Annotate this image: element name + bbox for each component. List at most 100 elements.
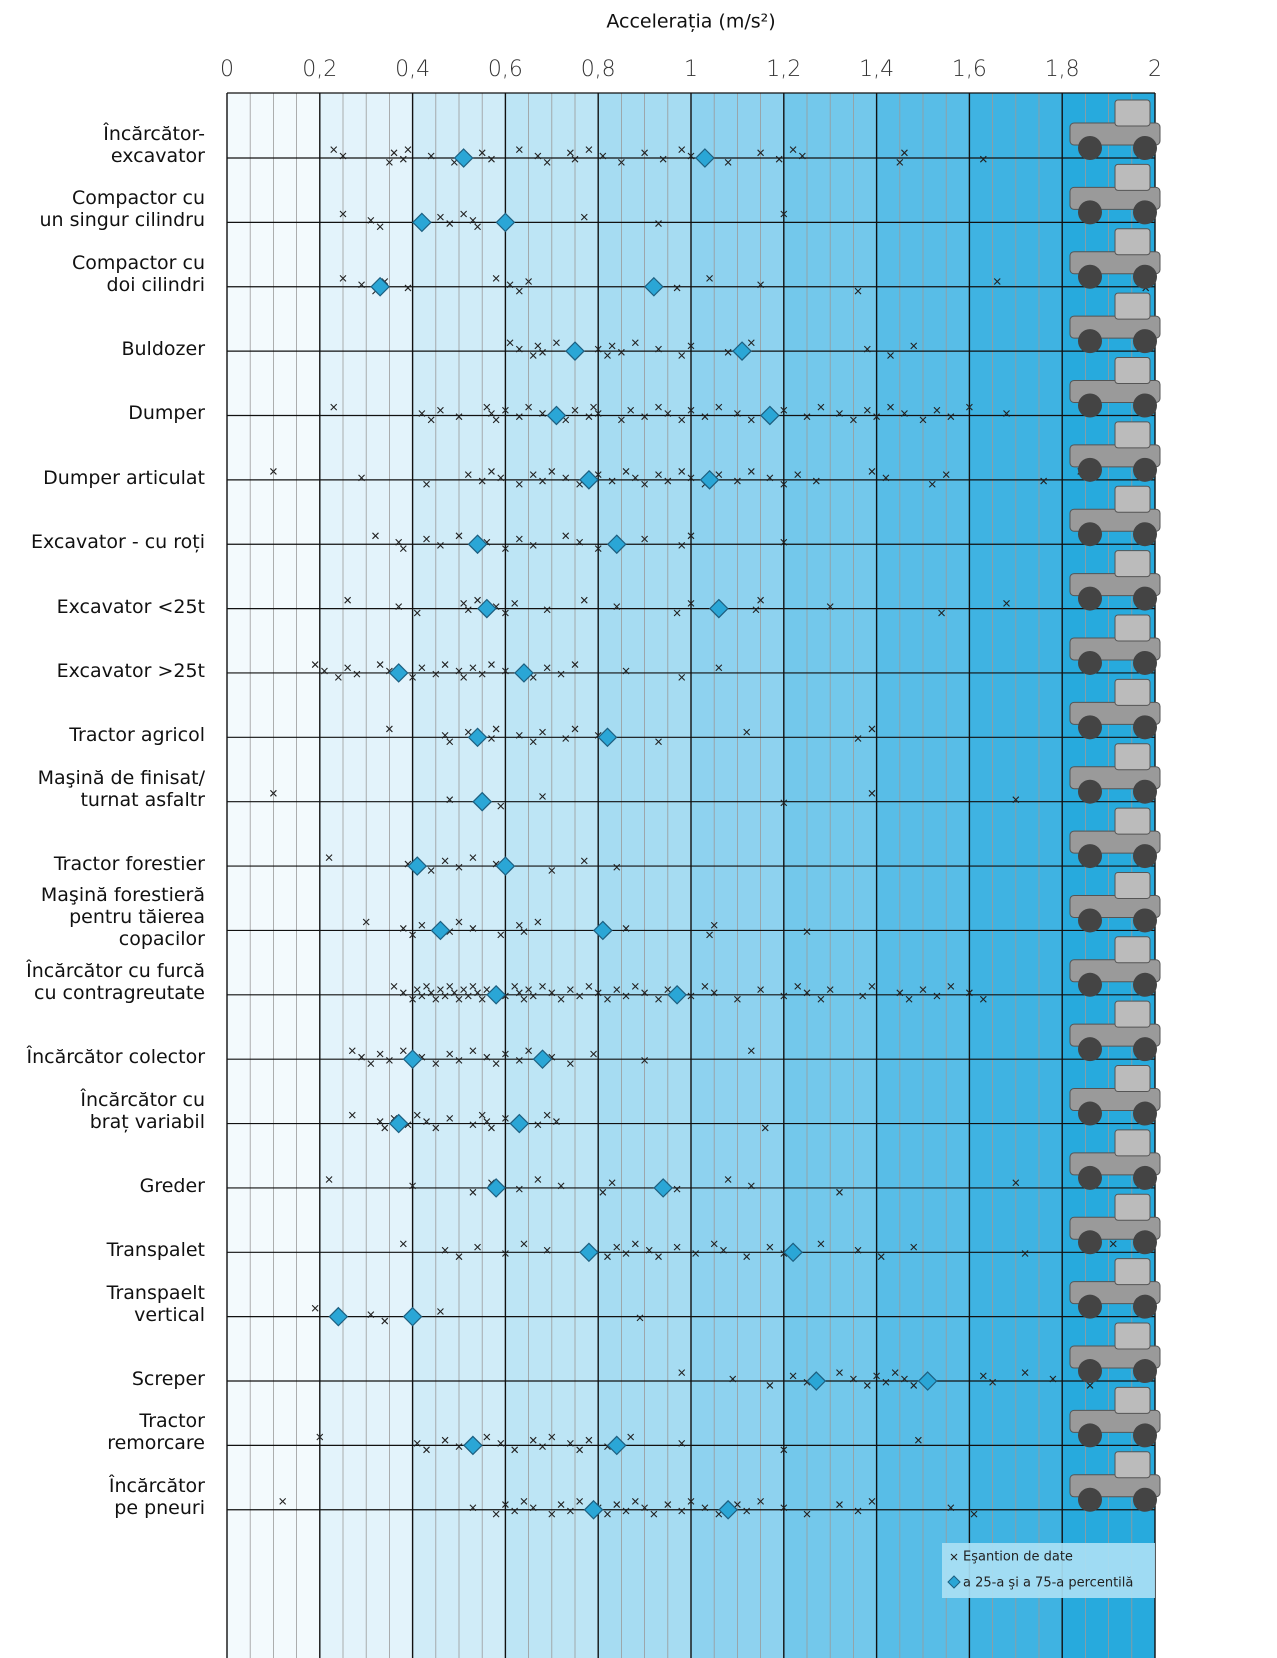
sample-marker	[553, 339, 560, 347]
sample-marker	[502, 1250, 509, 1257]
sample-marker	[947, 413, 955, 421]
sample-marker	[933, 406, 941, 414]
sample-marker	[423, 480, 430, 488]
sample-marker	[557, 670, 565, 678]
icon-wheel	[1078, 715, 1102, 740]
sample-marker	[826, 986, 834, 993]
legend-symbol	[950, 1553, 958, 1561]
sample-marker	[780, 1446, 788, 1454]
sample-marker	[478, 477, 486, 485]
sample-marker	[432, 1124, 440, 1132]
sample-marker	[525, 1047, 532, 1055]
sample-marker	[409, 995, 416, 1003]
icon-wheel	[1078, 586, 1102, 611]
sample-marker	[966, 989, 973, 997]
sample-marker	[376, 661, 384, 668]
sample-marker	[455, 667, 463, 675]
sample-marker	[882, 474, 890, 482]
sample-marker	[515, 1056, 523, 1064]
sample-marker	[534, 1121, 542, 1129]
sample-marker	[381, 1317, 389, 1325]
sample-marker	[1021, 1369, 1029, 1377]
sample-marker	[631, 1497, 639, 1505]
percentile-marker	[388, 663, 409, 683]
sample-marker	[488, 155, 495, 163]
icon-cab	[1114, 936, 1151, 964]
sample-marker	[506, 339, 514, 347]
sample-marker	[729, 1375, 737, 1383]
sample-marker	[701, 413, 709, 421]
sample-marker	[989, 1378, 996, 1386]
sample-marker	[399, 155, 407, 163]
category-label: Încărcător pe pneuri	[108, 1474, 205, 1519]
sample-marker	[464, 606, 472, 614]
sample-marker	[678, 1440, 686, 1447]
sample-marker	[645, 1246, 653, 1254]
sample-marker	[966, 403, 973, 411]
legend-box	[942, 1543, 1155, 1598]
sample-marker	[534, 918, 542, 926]
sample-marker	[566, 149, 574, 157]
sample-marker	[525, 278, 532, 285]
percentile-marker	[760, 405, 780, 426]
percentile-marker	[592, 920, 613, 941]
sample-marker	[483, 1433, 491, 1441]
sample-marker	[576, 992, 584, 1000]
sample-marker	[432, 670, 440, 678]
sample-marker	[423, 535, 430, 543]
sample-marker	[488, 735, 495, 742]
sample-marker	[622, 667, 630, 675]
icon-cab	[1114, 678, 1151, 706]
sample-marker	[460, 210, 468, 218]
sample-marker	[515, 989, 523, 997]
sample-marker	[919, 986, 927, 993]
sample-marker	[590, 403, 597, 411]
sample-marker	[367, 1311, 375, 1319]
sample-marker	[594, 471, 602, 479]
sample-marker	[641, 989, 648, 997]
sample-marker	[441, 857, 449, 865]
icon-wheel	[1133, 136, 1157, 160]
sample-marker	[353, 670, 361, 678]
x-tick-label: 1,6	[952, 57, 987, 82]
sample-marker	[469, 664, 477, 672]
sample-marker	[562, 532, 570, 540]
sample-marker	[483, 986, 491, 993]
sample-marker	[580, 213, 588, 221]
sample-marker	[580, 857, 588, 865]
sample-marker	[404, 284, 412, 292]
sample-marker	[279, 1497, 287, 1505]
icon-cab	[1114, 807, 1151, 835]
sample-marker	[757, 1497, 764, 1505]
sample-marker	[418, 664, 426, 672]
category-label: Încărcător- excavator	[103, 123, 205, 167]
sample-marker	[627, 406, 635, 414]
sample-marker	[710, 921, 718, 929]
percentile-marker	[695, 148, 715, 168]
sample-marker	[631, 1240, 639, 1248]
sample-marker	[854, 735, 862, 742]
sample-marker	[826, 603, 834, 610]
sample-marker	[367, 216, 375, 224]
sample-marker	[854, 287, 862, 295]
icon-wheel	[1078, 1294, 1102, 1319]
sample-marker	[386, 725, 393, 733]
percentile-marker	[486, 984, 506, 1005]
icon-wheel	[1133, 715, 1157, 740]
sample-marker	[794, 983, 802, 990]
icon-wheel	[1133, 1423, 1157, 1448]
sample-marker	[562, 474, 570, 482]
sample-marker	[455, 863, 463, 871]
sample-marker	[539, 728, 546, 736]
sample-marker	[678, 416, 686, 424]
sample-marker	[441, 1246, 449, 1254]
sample-marker	[724, 348, 732, 356]
sample-marker	[854, 1246, 862, 1254]
sample-marker	[910, 1382, 918, 1389]
sample-marker	[469, 1188, 477, 1196]
sample-marker	[715, 471, 723, 479]
icon-wheel	[1133, 844, 1157, 869]
percentile-marker	[806, 1371, 827, 1391]
sample-marker	[409, 673, 416, 681]
icon-wheel	[1133, 264, 1157, 289]
